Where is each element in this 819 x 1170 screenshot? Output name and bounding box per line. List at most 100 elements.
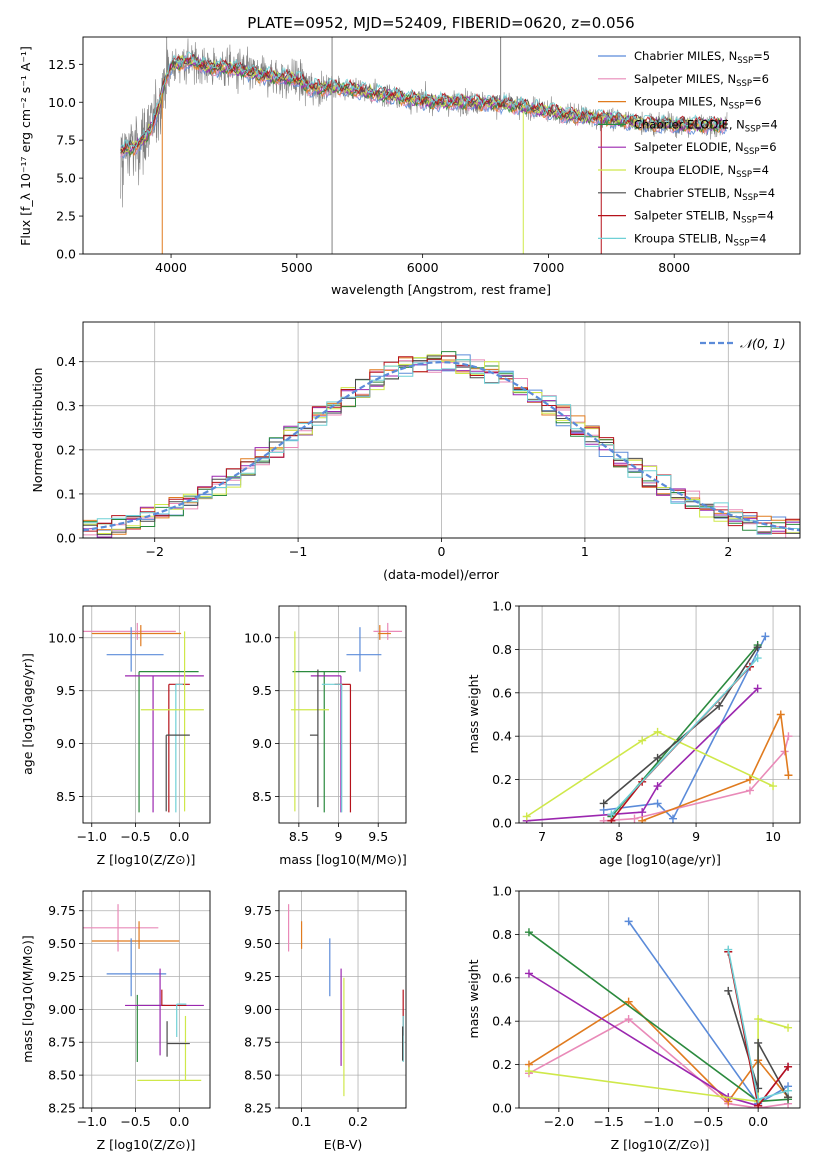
mass-vs-Z-panel: −1.0 −0.5 0.08.258.508.759.009.259.509.75 … <box>20 890 211 1152</box>
spectrum-title: PLATE=0952, MJD=52409, FIBERID=0620, z=0… <box>247 14 634 32</box>
y-tick-label: 9.75 <box>48 903 76 918</box>
x-tick-label: 1 <box>581 544 589 559</box>
y-tick-label: 0.0 <box>492 816 512 831</box>
legend-entry: Salpeter STELIB, NSSP=4 <box>634 209 774 226</box>
x-tick-label: 10 <box>765 829 781 844</box>
y-tick-label: 9.25 <box>48 969 76 984</box>
y-tick-label: 0.6 <box>492 685 512 700</box>
x-tick-label: 8 <box>615 829 623 844</box>
y-tick-label: 1.0 <box>492 884 512 899</box>
y-tick-label: 0.8 <box>492 927 512 942</box>
normal-legend-label: 𝒩(0, 1) <box>740 336 786 351</box>
spectrum-xlabel: wavelength [Angstrom, rest frame] <box>331 282 551 297</box>
y-tick-label: 8.50 <box>244 1068 272 1083</box>
x-tick-label: 7000 <box>533 260 565 275</box>
weight-point <box>599 816 608 823</box>
y-tick-label: 0.6 <box>492 970 512 985</box>
mass-vs-ebv-panel: 0.1 0.2 8.25 8.50 8.75 9.00 9.25 9.50 9.75 E(B-V… <box>244 890 407 1152</box>
residual-legend: 𝒩(0, 1) <box>700 336 786 351</box>
y-tick-label: 0.4 <box>492 1014 512 1029</box>
x-tick-label: −1.0 <box>77 829 107 844</box>
legend-entry: Chabrier STELIB, NSSP=4 <box>634 186 775 203</box>
y-tick-label: 2.5 <box>56 209 76 224</box>
weight-line-kroupa-miles <box>641 711 790 822</box>
weight-vs-age-ylabel: mass weight <box>466 674 481 753</box>
y-tick-label: 9.5 <box>252 683 272 698</box>
x-tick-label: 8.5 <box>289 829 309 844</box>
y-tick-label: 9.75 <box>244 903 272 918</box>
weight-vs-Z-panel: −2.0 −1.5 −1.0 −0.5 0.0 0.0 0.2 0.4 0.6 0.8 1.0 Z … <box>466 884 801 1152</box>
y-tick-label: 10.0 <box>48 95 76 110</box>
legend-entry-suffix: =6 <box>744 95 761 109</box>
x-tick-label: 0.0 <box>748 1114 768 1129</box>
legend-entry-subscript: SSP <box>744 147 760 157</box>
age-vs-Z-ylabel: age [log10(age/yr)] <box>20 653 35 775</box>
y-tick-label: 8.75 <box>48 1035 76 1050</box>
legend-entry: Salpeter ELODIE, NSSP=6 <box>634 140 777 157</box>
residual-xlabel: (data-model)/error <box>383 567 500 582</box>
x-tick-label: 9.5 <box>368 829 388 844</box>
residual-ylabel: Normed distribution <box>30 368 45 493</box>
weight-point <box>784 1062 793 1071</box>
x-tick-label: −1 <box>289 544 307 559</box>
y-tick-label: 7.5 <box>56 133 76 148</box>
legend-entry: Chabrier MILES, NSSP=5 <box>634 49 770 66</box>
y-tick-label: 0.2 <box>492 1057 512 1072</box>
weight-point <box>776 710 785 719</box>
x-tick-label: 9 <box>692 829 700 844</box>
legend-entry-subscript: SSP <box>741 216 757 226</box>
x-tick-label: −2 <box>145 544 163 559</box>
x-tick-label: −0.5 <box>693 1114 723 1129</box>
legend-entry: Chabrier ELODIE, NSSP=4 <box>634 117 778 134</box>
weight-point <box>784 771 793 780</box>
weight-line-salpeter-elodie <box>526 687 759 822</box>
weight-point <box>624 1015 633 1024</box>
weight-point <box>724 945 733 954</box>
legend-entry-subscript: SSP <box>736 170 752 180</box>
weight-vs-age-xlabel: age [log10(age/yr)] <box>599 852 721 867</box>
y-tick-label: 9.25 <box>244 969 272 984</box>
legend-entry-suffix: =4 <box>761 117 778 131</box>
weight-point <box>784 1023 793 1032</box>
y-tick-label: 10.0 <box>48 630 76 645</box>
weight-vs-Z-frame <box>518 890 801 1109</box>
x-tick-label: 0.0 <box>169 829 189 844</box>
weight-vs-age-frame <box>518 605 801 824</box>
weight-vs-age-panel: 7 8 9 10 0.0 0.2 0.4 0.6 0.8 1.0 age [log10(age/y… <box>466 599 801 867</box>
legend-entry-suffix: =4 <box>752 163 769 177</box>
y-tick-label: 0.4 <box>492 729 512 744</box>
weight-point <box>524 928 533 937</box>
weight-point <box>754 1015 763 1024</box>
x-tick-label: 6000 <box>407 260 439 275</box>
x-tick-label: −2.0 <box>544 1114 574 1129</box>
age-vs-mass-panel: 8.5 9 9.5 8.5 9.0 9.5 10.0 mass [log10(M/M⊙)] <box>244 605 407 867</box>
weight-point <box>761 632 770 641</box>
y-tick-label: 0.0 <box>56 247 76 262</box>
weight-point <box>653 799 662 808</box>
y-tick-label: 0.1 <box>56 486 76 501</box>
y-tick-label: 8.5 <box>252 789 272 804</box>
y-tick-label: 9.50 <box>244 936 272 951</box>
legend-entry-suffix: =5 <box>753 49 770 63</box>
legend-entry: Salpeter MILES, NSSP=6 <box>634 72 769 89</box>
weight-vs-Z-ylabel: mass weight <box>466 959 481 1038</box>
weight-point <box>624 997 633 1006</box>
x-tick-label: 0.0 <box>169 1114 189 1129</box>
y-tick-label: 0.2 <box>492 772 512 787</box>
y-tick-label: 9.50 <box>48 936 76 951</box>
y-tick-label: 9.00 <box>48 1002 76 1017</box>
y-tick-label: 0.2 <box>56 442 76 457</box>
y-tick-label: 8.25 <box>244 1101 272 1116</box>
weight-point <box>524 1067 533 1076</box>
weight-point <box>784 732 793 741</box>
weight-point <box>638 736 647 745</box>
legend-entry-subscript: SSP <box>736 79 752 89</box>
x-tick-label: 5000 <box>281 260 313 275</box>
weight-point <box>745 775 754 784</box>
y-tick-label: 8.75 <box>244 1035 272 1050</box>
legend-entry-suffix: =6 <box>752 72 769 86</box>
spectrum-panel: PLATE=0952, MJD=52409, FIBERID=0620, z=0… <box>18 14 801 297</box>
weight-point <box>668 814 677 823</box>
y-tick-label: 1.0 <box>492 599 512 614</box>
